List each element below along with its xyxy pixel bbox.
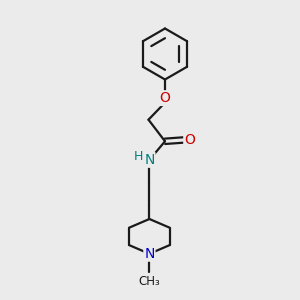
Text: CH₃: CH₃ [139,275,160,288]
Text: N: N [144,247,154,261]
Text: O: O [184,133,195,147]
Text: H: H [134,150,144,163]
Text: O: O [160,91,170,105]
Text: N: N [144,153,154,167]
